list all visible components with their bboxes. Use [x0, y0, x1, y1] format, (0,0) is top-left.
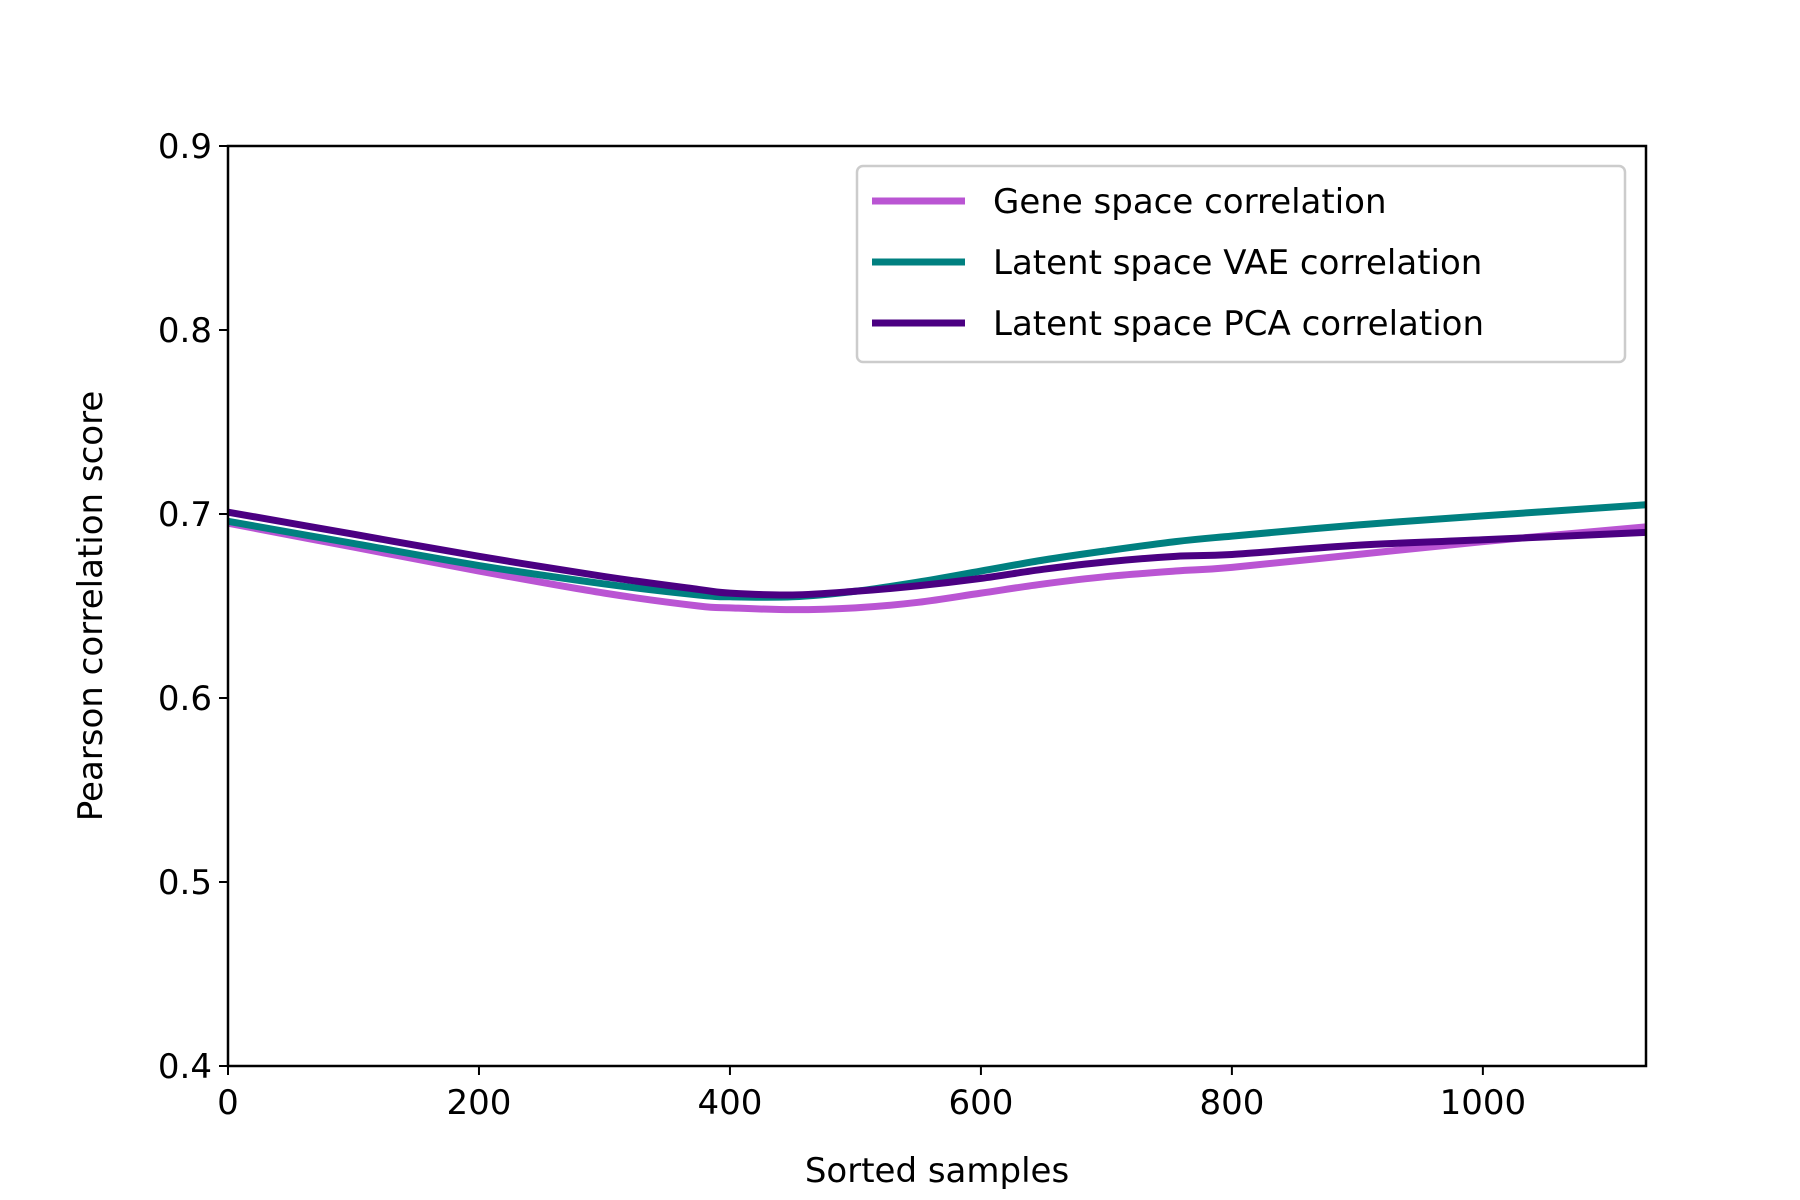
legend-box: [855, 164, 1627, 364]
series-layer: [227, 501, 1647, 614]
x-tick-label: 0: [217, 1083, 239, 1123]
y-tick-label: 0.8: [158, 311, 212, 351]
latent-space-vae-correlation-line: [227, 501, 1647, 601]
plot-frame: [226, 144, 1648, 1068]
x-tick-label: 400: [697, 1083, 762, 1123]
y-axis: 0.4 0.5 0.6 0.7 0.8 0.9: [158, 127, 228, 1087]
y-tick-label: 0.9: [158, 127, 212, 167]
latent-space-pca-correlation-line: [227, 508, 1647, 599]
x-tick-label: 800: [1199, 1083, 1264, 1123]
x-tick-label: 600: [948, 1083, 1013, 1123]
legend-entry-label: Latent space PCA correlation: [993, 304, 1484, 344]
x-axis: 0 200 400 600 800 1000: [217, 1066, 1526, 1123]
gene-space-correlation-line: [227, 519, 1647, 614]
y-tick-label: 0.4: [158, 1047, 212, 1087]
y-axis-title: Pearson correlation score: [71, 391, 111, 822]
legend: Gene space correlation Latent space VAE c…: [855, 164, 1627, 364]
x-tick-label: 1000: [1440, 1083, 1527, 1123]
legend-entry-label: Latent space VAE correlation: [993, 243, 1482, 283]
x-axis-title: Sorted samples: [805, 1151, 1069, 1191]
x-tick-label: 200: [447, 1083, 512, 1123]
y-tick-label: 0.7: [158, 495, 212, 535]
legend-entry-label: Gene space correlation: [993, 182, 1387, 222]
y-tick-label: 0.6: [158, 679, 212, 719]
y-tick-label: 0.5: [158, 863, 212, 903]
